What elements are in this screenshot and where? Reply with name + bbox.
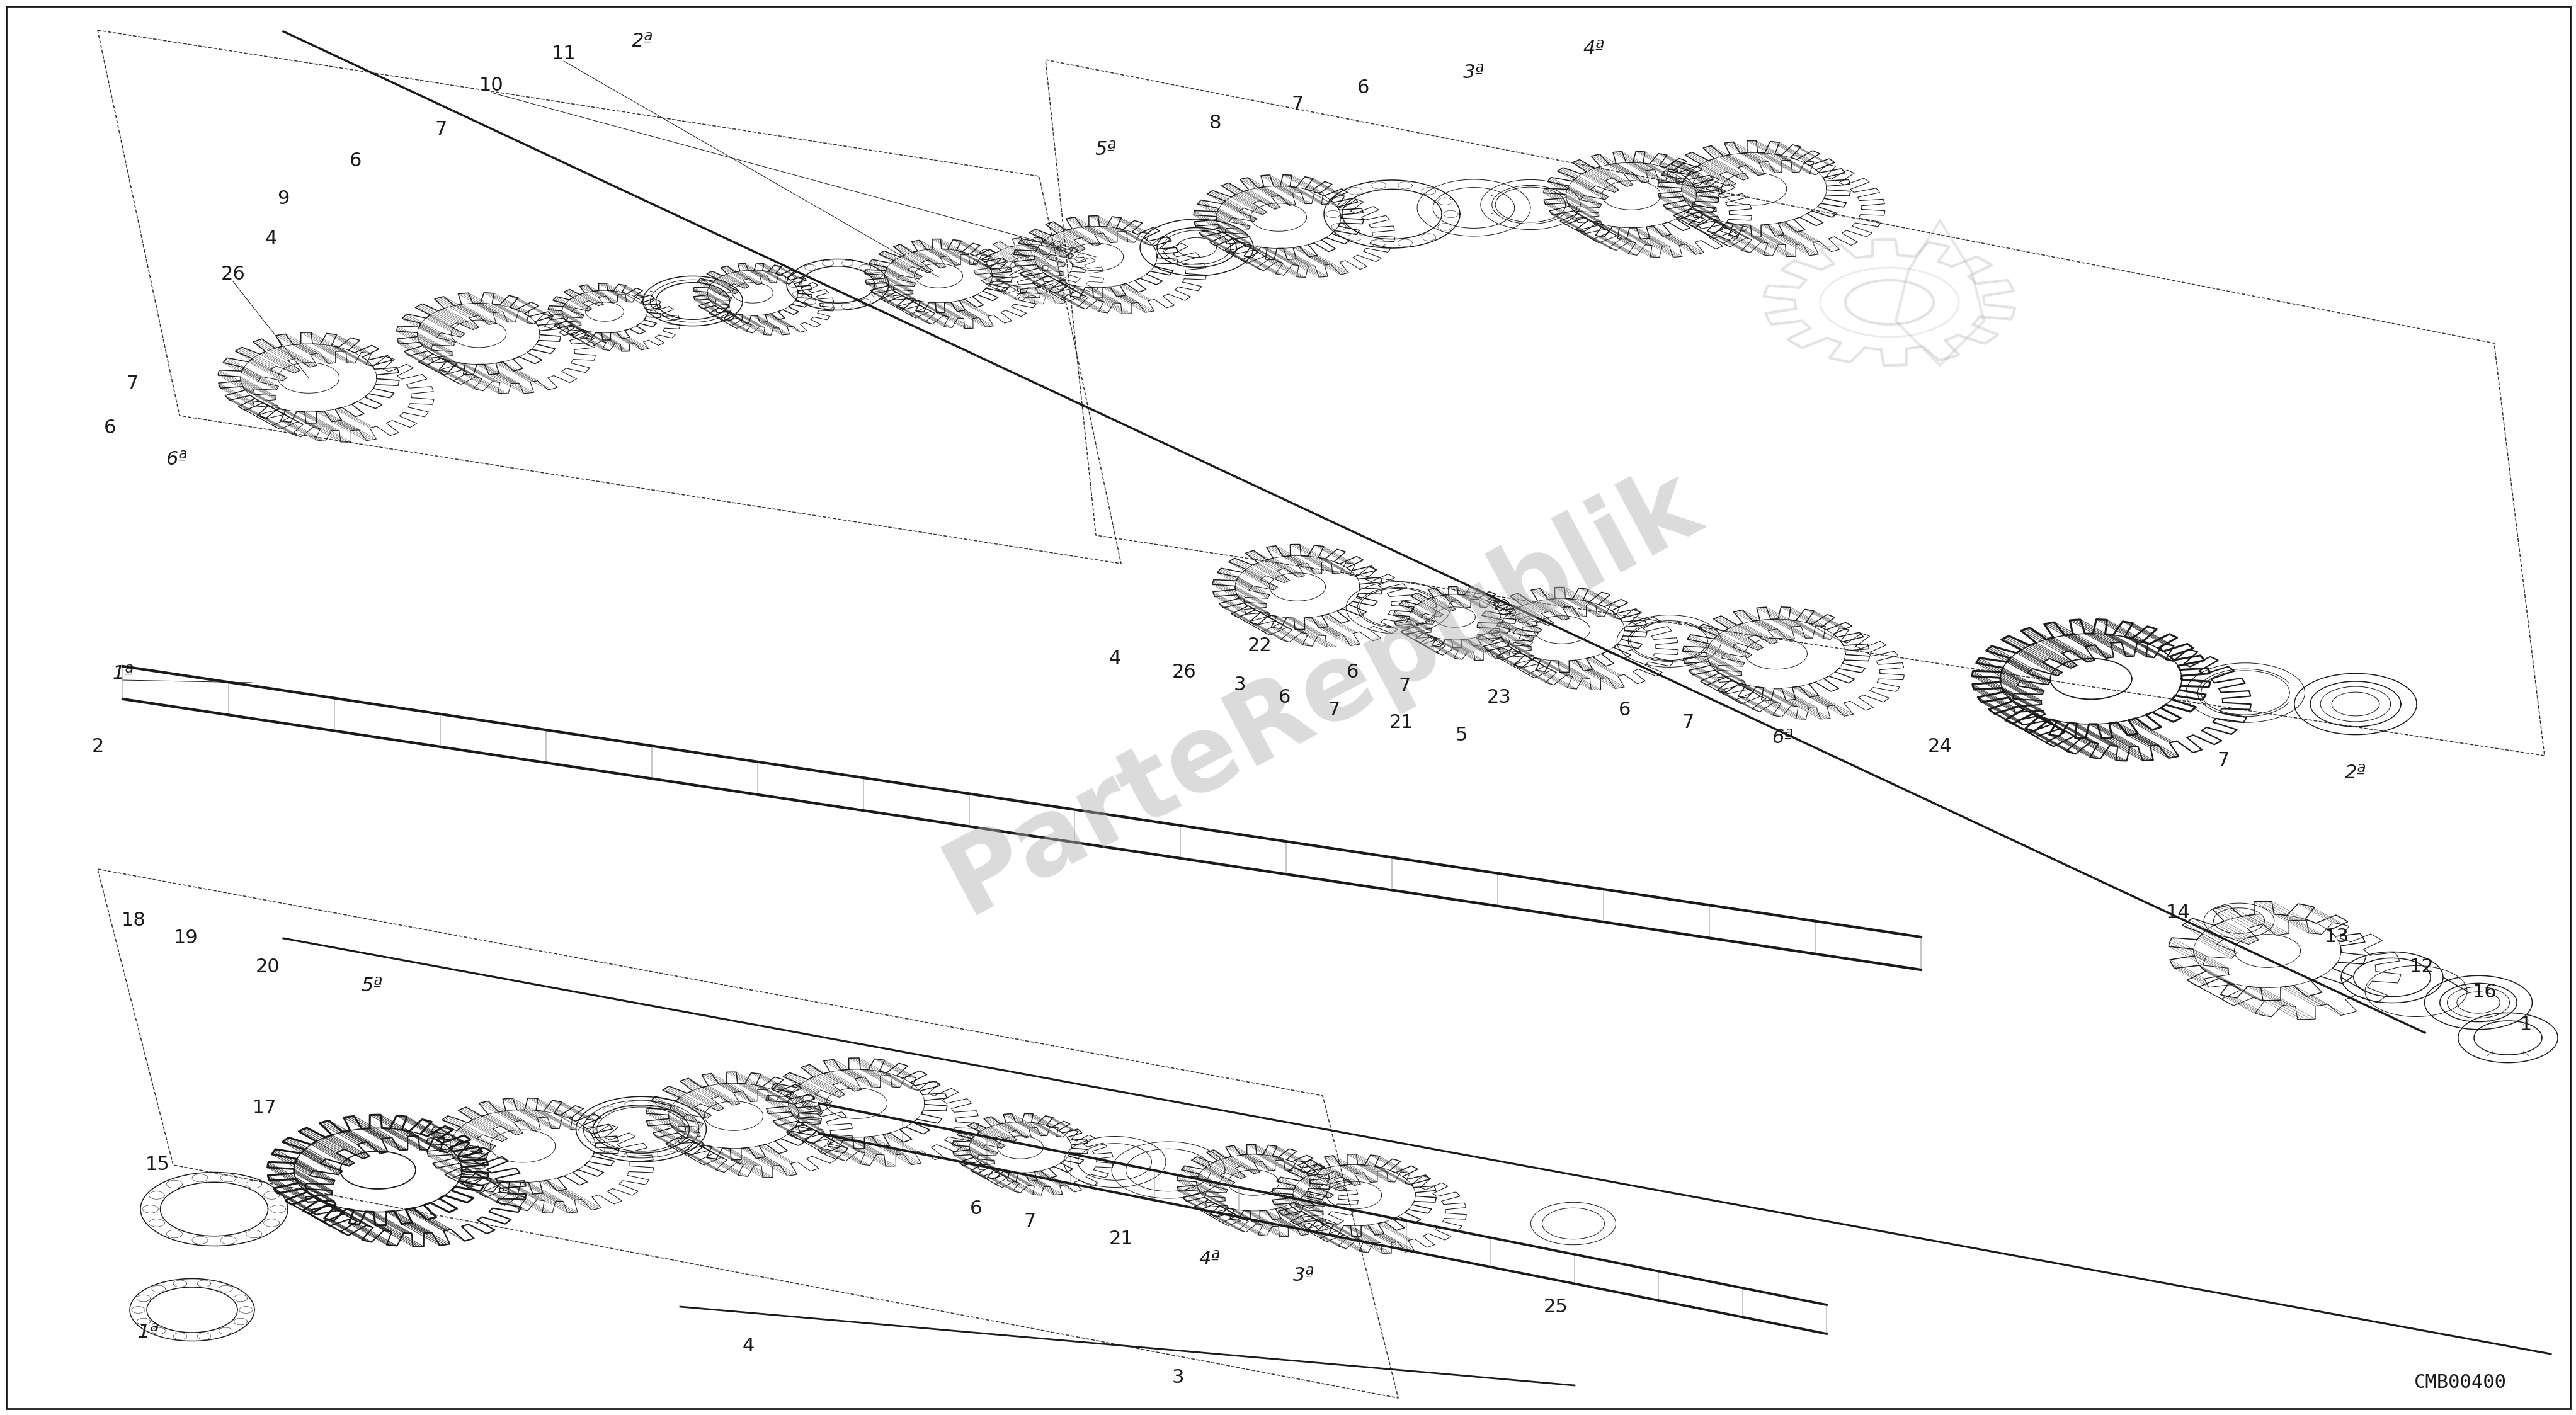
Text: 7: 7	[1399, 678, 1409, 696]
Text: 6: 6	[1347, 664, 1358, 682]
Text: 20: 20	[255, 958, 281, 976]
Text: 7: 7	[1327, 702, 1340, 719]
Text: 26: 26	[1172, 664, 1195, 682]
Text: 3ª: 3ª	[1293, 1266, 1314, 1285]
Text: 6: 6	[1618, 702, 1631, 719]
Text: 4: 4	[265, 231, 276, 249]
Text: 6: 6	[1278, 689, 1291, 708]
Text: 12: 12	[2409, 958, 2434, 976]
Text: 7: 7	[1682, 713, 1692, 732]
Text: 15: 15	[144, 1156, 170, 1174]
Text: 17: 17	[252, 1099, 276, 1118]
Text: 24: 24	[1927, 737, 1953, 756]
Text: 2ª: 2ª	[2344, 764, 2365, 782]
Text: 6: 6	[350, 151, 361, 170]
Text: 6ª: 6ª	[165, 450, 188, 468]
Text: 22: 22	[1247, 637, 1273, 655]
Text: 7: 7	[1023, 1213, 1036, 1231]
Text: 1ª: 1ª	[137, 1323, 160, 1341]
Text: 14: 14	[2166, 904, 2190, 923]
Text: 5ª: 5ª	[361, 976, 381, 995]
Text: 21: 21	[1388, 713, 1414, 732]
Text: 1ª: 1ª	[113, 665, 134, 683]
Text: 7: 7	[126, 375, 139, 393]
Text: 6: 6	[103, 419, 116, 437]
Text: 4ª: 4ª	[1582, 40, 1605, 58]
Text: 16: 16	[2473, 982, 2496, 1000]
Text: 3: 3	[1234, 676, 1244, 695]
Text: 9: 9	[278, 190, 289, 208]
Text: 11: 11	[551, 44, 577, 62]
Text: 8: 8	[1208, 113, 1221, 132]
Text: 21: 21	[1108, 1230, 1133, 1248]
Text: 5ª: 5ª	[1095, 140, 1115, 158]
Text: 7: 7	[2218, 751, 2228, 770]
Text: 2: 2	[93, 737, 103, 756]
Text: CMB00400: CMB00400	[2414, 1373, 2506, 1391]
Text: 2ª: 2ª	[631, 31, 652, 50]
Text: 10: 10	[479, 76, 502, 95]
Text: 6ª: 6ª	[1772, 729, 1793, 747]
Text: 18: 18	[121, 911, 147, 930]
Text: 3: 3	[1172, 1368, 1182, 1387]
Text: 13: 13	[2324, 928, 2349, 947]
Text: 23: 23	[1486, 689, 1512, 708]
Text: 19: 19	[173, 930, 198, 948]
Text: 5: 5	[1455, 726, 1466, 744]
Text: 3ª: 3ª	[1463, 64, 1484, 82]
Text: 25: 25	[1543, 1298, 1569, 1316]
Text: 4ª: 4ª	[1198, 1251, 1218, 1269]
Text: 7: 7	[435, 120, 446, 139]
Text: 26: 26	[222, 265, 245, 283]
Text: ParteRepublik: ParteRepublik	[930, 451, 1716, 934]
Text: 6: 6	[971, 1200, 981, 1218]
Text: 7: 7	[1291, 95, 1303, 113]
Text: 4: 4	[742, 1337, 755, 1356]
Text: 1: 1	[2519, 1016, 2532, 1034]
Text: 6: 6	[1358, 79, 1370, 98]
Text: 4: 4	[1108, 649, 1121, 668]
